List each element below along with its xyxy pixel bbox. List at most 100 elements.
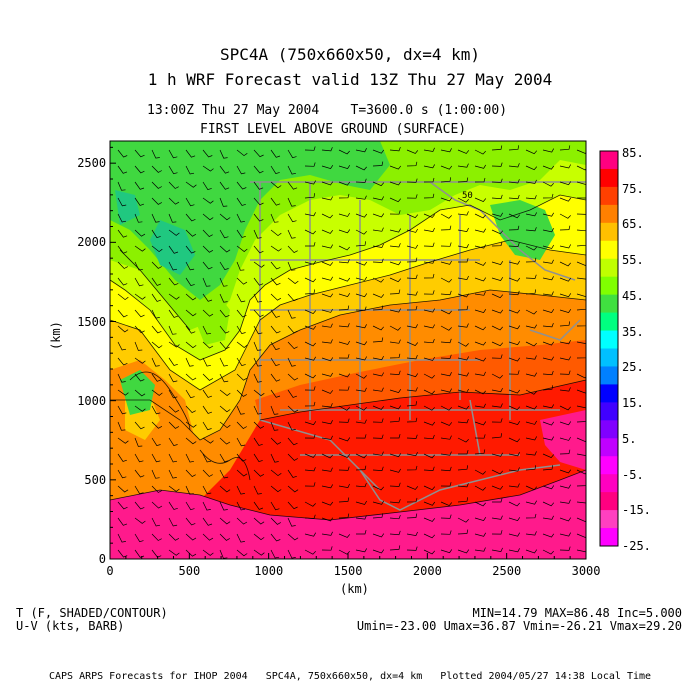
wind-barb	[491, 229, 504, 235]
wind-barb	[423, 164, 436, 169]
wind-barb	[236, 389, 247, 397]
wind-barb	[117, 245, 128, 254]
wind-barb	[253, 149, 264, 158]
wind-barb	[219, 341, 230, 350]
wind-barb	[270, 405, 279, 415]
wind-barb	[219, 309, 230, 318]
wind-barb	[185, 453, 194, 463]
wind-barb	[389, 370, 401, 375]
wind-barb	[440, 405, 452, 411]
wind-barb	[559, 244, 572, 249]
wind-barb	[202, 501, 211, 511]
wind-barb	[304, 549, 316, 555]
wind-barb	[525, 324, 538, 329]
wind-barb	[423, 242, 435, 247]
wind-barb	[525, 165, 538, 171]
wind-barb	[219, 245, 231, 253]
wind-barb	[253, 341, 262, 351]
wind-barb	[185, 229, 197, 237]
wind-barb	[236, 165, 246, 175]
wind-barb	[508, 405, 521, 411]
wind-barb	[372, 533, 385, 538]
wind-barb	[219, 389, 231, 396]
wind-barb	[287, 485, 299, 493]
wind-barb	[576, 229, 586, 232]
wind-barb	[372, 293, 385, 298]
wind-barb	[457, 341, 469, 347]
wind-barb	[304, 180, 317, 185]
wind-barb	[168, 485, 180, 492]
wind-barb	[474, 291, 486, 296]
wind-barb	[168, 405, 180, 413]
wind-barb	[389, 277, 402, 283]
wind-barb	[168, 357, 178, 366]
wind-barb	[355, 500, 367, 505]
wind-barb	[236, 437, 246, 447]
wind-barb	[185, 181, 197, 188]
wind-barb	[287, 165, 296, 175]
wind-barb	[491, 178, 503, 183]
wind-barb	[559, 449, 571, 455]
wind-barb	[423, 453, 435, 459]
wind-barb	[525, 227, 537, 232]
wind-barb	[491, 373, 503, 379]
colorbar-segment	[600, 366, 618, 385]
wind-barb	[372, 405, 385, 410]
wind-barb	[389, 308, 402, 313]
x-tick-label: 0	[106, 564, 114, 578]
wind-barb	[321, 389, 334, 394]
wind-barb	[474, 357, 487, 362]
wind-barb	[185, 517, 196, 526]
wind-barb	[508, 501, 520, 507]
y-tick-label: 2500	[77, 156, 107, 171]
wind-barb	[406, 452, 418, 457]
wind-barb	[457, 388, 470, 393]
wind-barb	[219, 277, 228, 287]
wind-barb	[219, 437, 231, 445]
wind-barb	[356, 530, 367, 535]
wind-barb	[117, 213, 127, 223]
colorbar-segment	[600, 348, 618, 367]
wind-barb	[474, 501, 486, 507]
wind-barb	[253, 165, 264, 174]
wind-barb	[236, 485, 245, 495]
wind-barb	[321, 453, 333, 459]
wind-barb	[406, 531, 418, 536]
wind-barb	[474, 228, 487, 233]
wind-barb	[559, 277, 572, 282]
wind-barb	[542, 436, 555, 441]
wind-barb	[491, 325, 503, 331]
wind-barb	[168, 373, 178, 383]
wind-barb	[202, 485, 212, 495]
wind-barb	[338, 277, 351, 282]
wind-barb	[491, 354, 503, 359]
wind-barb	[321, 293, 334, 298]
wind-barb	[559, 517, 572, 522]
colorbar-segment	[600, 438, 618, 457]
wind-barb	[151, 421, 163, 429]
wind-barb	[355, 373, 367, 379]
wind-barb	[372, 549, 385, 554]
wind-barb	[559, 387, 571, 392]
wind-barb	[270, 533, 281, 542]
wind-barb	[338, 229, 351, 234]
wind-barb	[423, 549, 436, 555]
wind-barb	[525, 245, 537, 251]
wind-barb	[151, 181, 162, 189]
wind-barb	[389, 514, 401, 520]
colorbar-segment	[600, 222, 618, 242]
wind-barb	[185, 341, 197, 349]
wind-barb	[168, 533, 180, 541]
colorbar-segment	[600, 384, 618, 403]
y-tick-label: 1500	[77, 314, 107, 329]
wind-barb	[542, 533, 555, 538]
wind-barb	[304, 325, 317, 330]
wind-barb	[219, 469, 229, 479]
wind-barb	[576, 517, 586, 523]
wind-barb	[457, 163, 469, 168]
footer-right-2: Umin=-23.00 Umax=36.87 Vmin=-26.21 Vmax=…	[356, 619, 682, 633]
wind-barb	[151, 149, 160, 159]
wind-barb	[185, 421, 197, 428]
wind-barb	[406, 387, 418, 392]
wind-barb	[202, 373, 214, 381]
